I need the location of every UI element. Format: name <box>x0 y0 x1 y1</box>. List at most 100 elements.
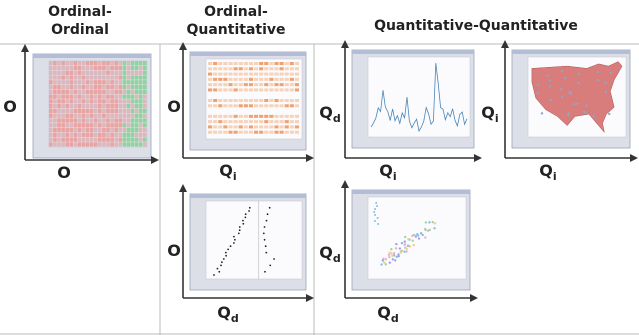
heat-cell <box>106 94 110 98</box>
heat-cell <box>53 66 57 70</box>
strip-cell <box>208 120 212 123</box>
strip-cell <box>269 83 273 86</box>
heat-cell <box>61 61 65 65</box>
map-speckle <box>584 111 586 113</box>
strip-cell <box>223 78 227 81</box>
strip-cell <box>280 62 284 65</box>
strip-cell <box>244 115 248 118</box>
heat-cell <box>65 128 69 132</box>
strip-cell <box>239 120 243 123</box>
dot <box>213 274 215 276</box>
heat-cell <box>74 90 78 94</box>
heat-cell <box>90 90 94 94</box>
scatter-dot <box>392 258 394 260</box>
strip-cell <box>274 120 278 123</box>
heat-cell <box>82 85 86 89</box>
heat-cell <box>114 123 118 127</box>
strip-cell <box>208 78 212 81</box>
dot <box>267 213 269 215</box>
heat-cell <box>61 99 65 103</box>
heat-cell <box>61 142 65 146</box>
strip-cell <box>228 120 232 123</box>
figure: Ordinal- Ordinal Ordinal- Quantitative Q… <box>0 0 639 335</box>
heat-cell <box>78 114 82 118</box>
heat-cell <box>57 75 61 79</box>
map-speckle <box>537 92 539 94</box>
heat-cell <box>69 61 73 65</box>
map-speckle <box>569 91 571 93</box>
heat-cell <box>102 114 106 118</box>
strip-cell <box>259 73 263 76</box>
scatter-dot <box>393 252 395 254</box>
heat-cell <box>61 133 65 137</box>
axis-label-subscript: d <box>333 252 341 265</box>
map-speckle <box>608 113 610 115</box>
heat-cell <box>82 80 86 84</box>
strip-cell <box>218 67 222 70</box>
heat-cell <box>127 137 131 141</box>
strip-cell <box>254 120 258 123</box>
strip-cell <box>259 67 263 70</box>
strip-cell <box>249 104 253 107</box>
heat-cell <box>69 142 73 146</box>
heat-cell <box>102 75 106 79</box>
strip-cell <box>274 73 278 76</box>
heat-cell <box>65 123 69 127</box>
strip-cell <box>208 88 212 91</box>
heat-cell <box>131 114 135 118</box>
heat-cell <box>53 85 57 89</box>
heat-cell <box>135 118 139 122</box>
strip-cell <box>218 78 222 81</box>
heat-cell <box>49 109 53 113</box>
heat-cell <box>57 90 61 94</box>
heat-cell <box>78 71 82 75</box>
strip-cell <box>254 131 258 134</box>
strip-cell <box>274 78 278 81</box>
heat-cell <box>123 118 127 122</box>
strip-cell <box>228 104 232 107</box>
strip-cell <box>290 99 294 102</box>
heat-cell <box>69 71 73 75</box>
strip-cell <box>234 120 238 123</box>
map-speckle <box>573 103 575 105</box>
strip-cell <box>234 125 238 128</box>
strip-cell <box>239 83 243 86</box>
strip-cell <box>285 83 289 86</box>
heat-cell <box>110 142 114 146</box>
heat-cell <box>49 66 53 70</box>
dot <box>221 261 223 263</box>
heat-cell <box>118 90 122 94</box>
heat-cell <box>123 85 127 89</box>
strip-cell <box>264 115 268 118</box>
heat-cell <box>118 104 122 108</box>
heat-cell <box>49 85 53 89</box>
strip-cell <box>249 83 253 86</box>
heat-cell <box>86 90 90 94</box>
heat-cell <box>74 75 78 79</box>
heat-cell <box>49 118 53 122</box>
heat-cell <box>106 99 110 103</box>
heat-cell <box>114 118 118 122</box>
strip-cell <box>223 125 227 128</box>
heat-cell <box>114 90 118 94</box>
heat-cell <box>94 128 98 132</box>
axis-label: Qd <box>217 303 238 325</box>
heat-cell <box>106 142 110 146</box>
heat-cell <box>110 90 114 94</box>
heat-cell <box>69 114 73 118</box>
strip-cell <box>295 131 299 134</box>
strip-cell <box>295 99 299 102</box>
strip-cell <box>208 62 212 65</box>
heat-cell <box>106 90 110 94</box>
strip-cell <box>218 120 222 123</box>
heat-cell <box>94 66 98 70</box>
strip-cell <box>280 125 284 128</box>
strip-cell <box>228 83 232 86</box>
strip-cell <box>244 62 248 65</box>
scatter-dot <box>428 229 430 231</box>
heat-cell <box>123 114 127 118</box>
heat-cell <box>86 123 90 127</box>
heat-cell <box>139 114 143 118</box>
strip-cell <box>228 73 232 76</box>
axis-label-main: Q <box>319 103 333 122</box>
